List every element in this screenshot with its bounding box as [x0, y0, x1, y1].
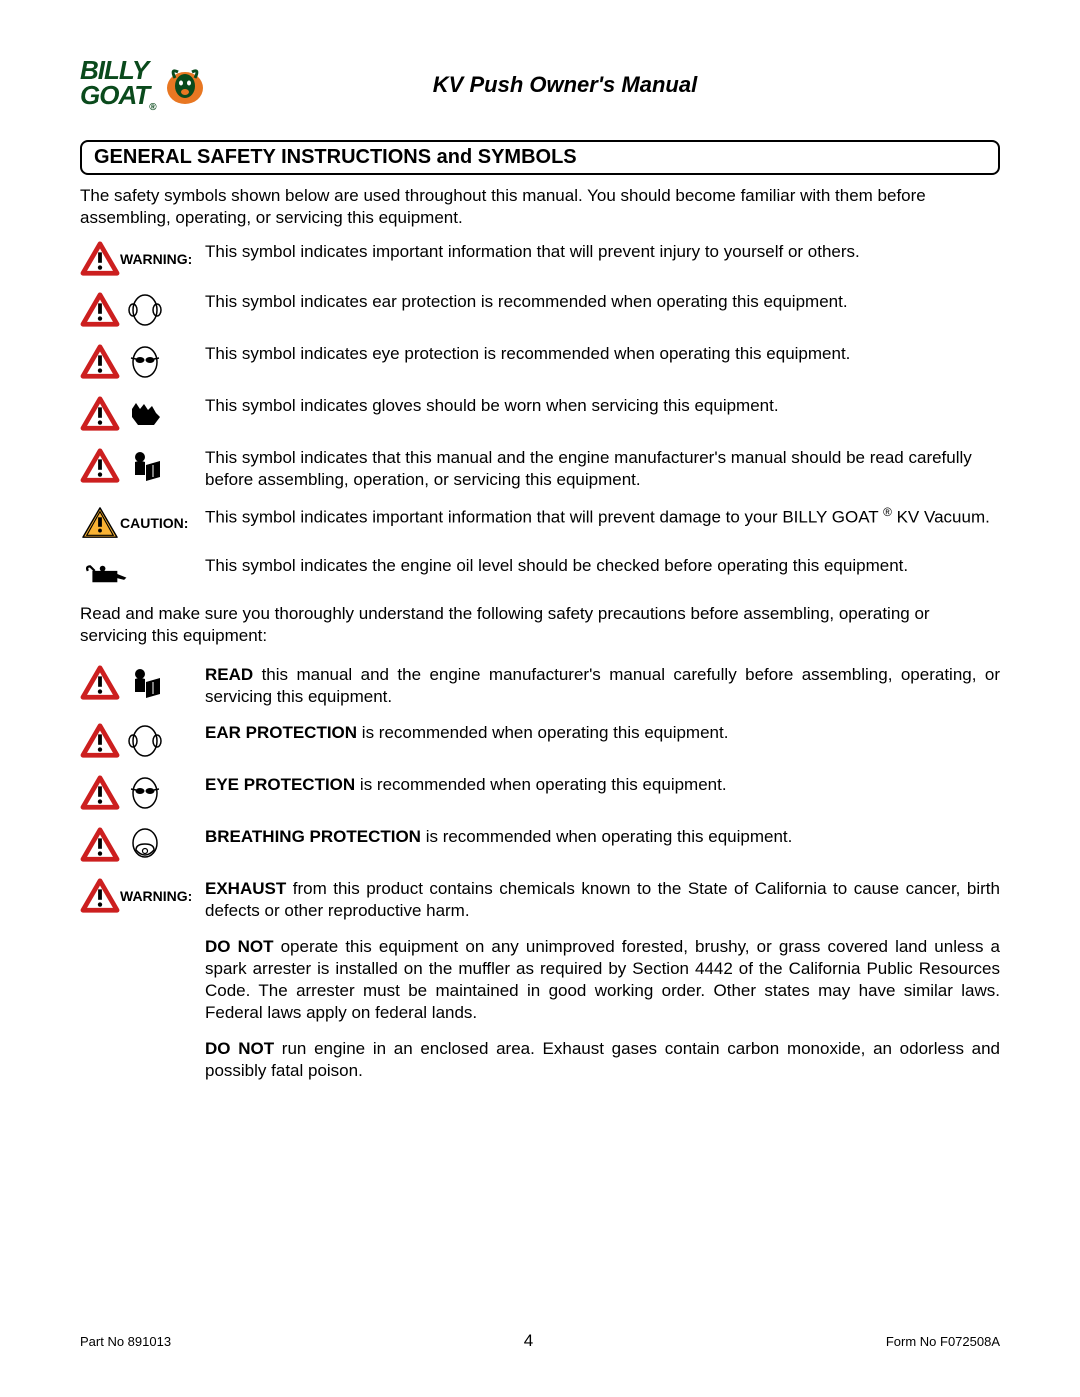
read-manual-icon: [126, 664, 164, 702]
precaution-desc: EXHAUST from this product contains chemi…: [205, 878, 1000, 1097]
lead-rest: from this product contains chemicals kno…: [205, 879, 1000, 920]
ear-protection-icon: [126, 291, 164, 329]
ear-protection-icon: [126, 722, 164, 760]
intro-text: The safety symbols shown below are used …: [80, 185, 1000, 229]
icon-col: [80, 664, 195, 702]
logo-line2: GOAT: [80, 80, 149, 110]
logo-text: BILLY GOAT®: [80, 58, 156, 112]
warning-label: WARNING:: [120, 251, 192, 267]
icon-col: [80, 826, 195, 864]
lead-rest: this manual and the engine manufacturer'…: [205, 665, 1000, 706]
oil-can-icon: [80, 555, 132, 589]
lead-bold: EYE PROTECTION: [205, 775, 355, 794]
part-number: Part No 891013: [80, 1334, 171, 1349]
precaution-desc: READ this manual and the engine manufact…: [205, 664, 1000, 708]
icon-col: [80, 291, 195, 329]
icon-col: [80, 722, 195, 760]
lead-bold: BREATHING PROTECTION: [205, 827, 421, 846]
symbol-row-caution: CAUTION: This symbol indicates important…: [80, 505, 1000, 541]
page-number: 4: [524, 1331, 533, 1351]
precaution-row-breath: BREATHING PROTECTION is recommended when…: [80, 826, 1000, 864]
section-heading: GENERAL SAFETY INSTRUCTIONS and SYMBOLS: [80, 140, 1000, 175]
page-footer: Part No 891013 4 Form No F072508A: [80, 1331, 1000, 1351]
lead-rest: is recommended when operating this equip…: [357, 723, 728, 742]
symbol-desc: This symbol indicates important informat…: [205, 505, 1000, 529]
eye-protection-icon: [126, 343, 164, 381]
lead-bold: EAR PROTECTION: [205, 723, 357, 742]
form-number: Form No F072508A: [886, 1334, 1000, 1349]
lead-rest: operate this equipment on any unimproved…: [205, 937, 1000, 1022]
warning-triangle-icon: [80, 292, 120, 328]
symbol-row-gloves: This symbol indicates gloves should be w…: [80, 395, 1000, 433]
mid-instruction: Read and make sure you thoroughly unders…: [80, 603, 1000, 647]
precaution-desc: EAR PROTECTION is recommended when opera…: [205, 722, 1000, 744]
lead-bold: EXHAUST: [205, 879, 286, 898]
precaution-row-ear: EAR PROTECTION is recommended when opera…: [80, 722, 1000, 760]
symbol-desc: This symbol indicates that this manual a…: [205, 447, 1000, 491]
icon-col: [80, 343, 195, 381]
warning-triangle-icon: [80, 775, 120, 811]
symbol-desc: This symbol indicates eye protection is …: [205, 343, 1000, 365]
symbol-row-manual: This symbol indicates that this manual a…: [80, 447, 1000, 491]
precaution-row-eye: EYE PROTECTION is recommended when opera…: [80, 774, 1000, 812]
breathing-protection-icon: [126, 826, 164, 864]
lead-bold: DO NOT: [205, 1039, 274, 1058]
precaution-desc: EYE PROTECTION is recommended when opera…: [205, 774, 1000, 796]
manual-page: BILLY GOAT® KV Push Owner's Manual GENER…: [0, 0, 1080, 1143]
icon-col: CAUTION:: [80, 505, 195, 541]
symbol-row-oil: This symbol indicates the engine oil lev…: [80, 555, 1000, 589]
warning-triangle-icon: [80, 723, 120, 759]
symbol-row-warning: WARNING: This symbol indicates important…: [80, 241, 1000, 277]
symbol-desc: This symbol indicates the engine oil lev…: [205, 555, 1000, 577]
warning-label: WARNING:: [120, 888, 192, 904]
lead-rest: is recommended when operating this equip…: [355, 775, 726, 794]
caution-triangle-icon: [80, 505, 120, 541]
lead-rest: is recommended when operating this equip…: [421, 827, 792, 846]
page-header: BILLY GOAT® KV Push Owner's Manual: [80, 50, 1000, 120]
symbol-row-ear: This symbol indicates ear protection is …: [80, 291, 1000, 329]
brand-logo: BILLY GOAT®: [80, 50, 210, 120]
goat-icon: [160, 60, 210, 110]
warning-triangle-icon: [80, 448, 120, 484]
logo-reg: ®: [149, 102, 155, 113]
precaution-row-read: READ this manual and the engine manufact…: [80, 664, 1000, 708]
lead-bold: DO NOT: [205, 937, 273, 956]
icon-col: [80, 774, 195, 812]
warning-triangle-icon: [80, 396, 120, 432]
caution-label: CAUTION:: [120, 515, 188, 531]
symbol-desc: This symbol indicates important informat…: [205, 241, 1000, 263]
warning-triangle-icon: [80, 878, 120, 914]
icon-col: WARNING:: [80, 878, 195, 914]
caution-post: KV Vacuum.: [892, 508, 990, 527]
lead-rest: run engine in an enclosed area. Exhaust …: [205, 1039, 1000, 1080]
read-manual-icon: [126, 447, 164, 485]
warning-triangle-icon: [80, 827, 120, 863]
icon-col: [80, 395, 195, 433]
icon-col: WARNING:: [80, 241, 195, 277]
eye-protection-icon: [126, 774, 164, 812]
symbol-row-eye: This symbol indicates eye protection is …: [80, 343, 1000, 381]
precaution-row-exhaust: WARNING: EXHAUST from this product conta…: [80, 878, 1000, 1097]
manual-title: KV Push Owner's Manual: [210, 72, 1000, 98]
gloves-icon: [126, 395, 164, 433]
icon-col: [80, 447, 195, 485]
caution-pre: This symbol indicates important informat…: [205, 508, 883, 527]
warning-triangle-icon: [80, 344, 120, 380]
warning-triangle-icon: [80, 665, 120, 701]
precaution-desc: BREATHING PROTECTION is recommended when…: [205, 826, 1000, 848]
symbol-desc: This symbol indicates ear protection is …: [205, 291, 1000, 313]
icon-col: [80, 555, 195, 589]
symbol-desc: This symbol indicates gloves should be w…: [205, 395, 1000, 417]
lead-bold: READ: [205, 665, 253, 684]
warning-triangle-icon: [80, 241, 120, 277]
